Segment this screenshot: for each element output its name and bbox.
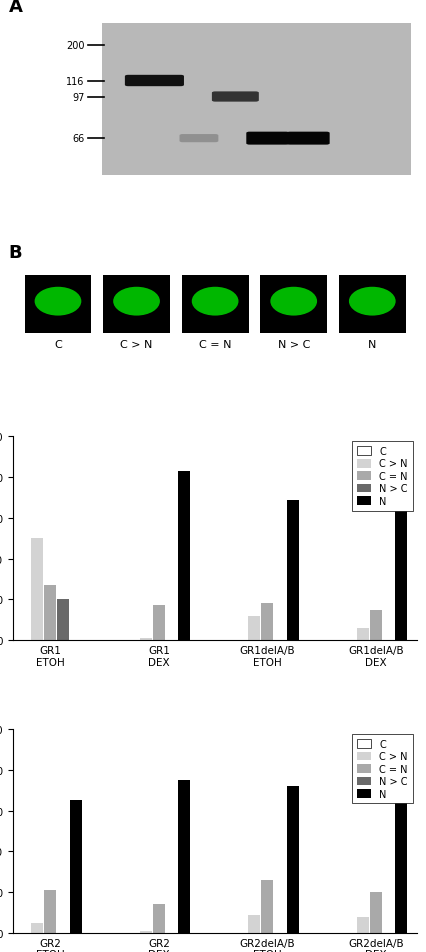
Bar — [153, 904, 165, 933]
Ellipse shape — [113, 288, 160, 316]
FancyBboxPatch shape — [339, 276, 406, 333]
Text: B: B — [9, 244, 22, 262]
Bar — [153, 605, 165, 641]
Bar — [395, 762, 407, 933]
Bar — [261, 880, 273, 933]
Bar — [57, 600, 69, 641]
FancyBboxPatch shape — [212, 92, 259, 103]
Ellipse shape — [349, 288, 396, 316]
Text: C: C — [54, 340, 62, 350]
Text: N > C: N > C — [277, 340, 310, 350]
Text: C > N: C > N — [121, 340, 153, 350]
Ellipse shape — [271, 288, 317, 316]
Bar — [70, 801, 82, 933]
FancyBboxPatch shape — [182, 276, 248, 333]
Bar — [140, 931, 152, 933]
Ellipse shape — [192, 288, 239, 316]
Bar — [357, 628, 369, 641]
Bar — [32, 539, 43, 641]
Bar — [44, 890, 56, 933]
FancyBboxPatch shape — [287, 132, 330, 146]
FancyBboxPatch shape — [179, 135, 219, 143]
Text: C = N: C = N — [199, 340, 231, 350]
Text: A: A — [9, 0, 23, 16]
FancyBboxPatch shape — [125, 76, 184, 87]
Text: N: N — [368, 340, 377, 350]
Text: 200: 200 — [66, 41, 85, 51]
Bar — [248, 915, 260, 933]
FancyBboxPatch shape — [246, 132, 289, 146]
Bar — [178, 471, 190, 641]
Bar — [370, 892, 382, 933]
Bar — [140, 639, 152, 641]
Ellipse shape — [35, 288, 81, 316]
FancyBboxPatch shape — [102, 24, 412, 176]
Bar — [32, 922, 43, 933]
Text: 116: 116 — [66, 76, 85, 87]
Bar — [261, 604, 273, 641]
Bar — [44, 585, 56, 641]
Legend: C, C > N, C = N, N > C, N: C, C > N, C = N, N > C, N — [352, 734, 413, 803]
Text: 97: 97 — [72, 92, 85, 103]
Legend: C, C > N, C = N, N > C, N: C, C > N, C = N, N > C, N — [352, 442, 413, 511]
Bar — [287, 786, 299, 933]
Text: 66: 66 — [72, 134, 85, 144]
Bar — [248, 616, 260, 641]
Bar — [370, 610, 382, 641]
FancyBboxPatch shape — [25, 276, 91, 333]
Bar — [287, 500, 299, 641]
Bar — [395, 484, 407, 641]
Bar — [357, 917, 369, 933]
FancyBboxPatch shape — [260, 276, 327, 333]
FancyBboxPatch shape — [103, 276, 170, 333]
Bar — [178, 781, 190, 933]
